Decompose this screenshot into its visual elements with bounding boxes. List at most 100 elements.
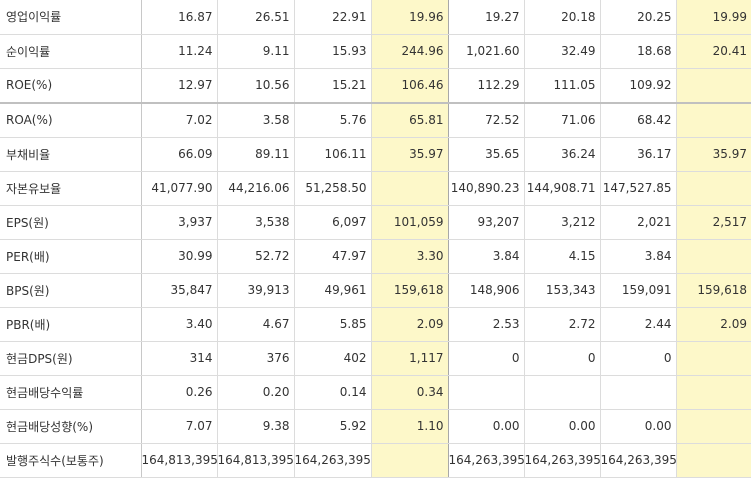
value-cell: 2,021: [600, 205, 677, 240]
value-cell: 20.18: [524, 0, 601, 35]
value-cell: 2.09: [371, 307, 449, 342]
value-cell: [676, 375, 751, 410]
value-cell: 3,212: [524, 205, 601, 240]
row-label: 부채비율: [0, 137, 142, 172]
value-cell: 109.92: [600, 68, 677, 103]
value-cell: 65.81: [371, 101, 449, 138]
value-cell: 47.97: [294, 239, 372, 274]
value-cell: [524, 375, 601, 410]
row-label: ROA(%): [0, 101, 142, 138]
value-cell: 39,913: [217, 273, 295, 308]
value-cell: 72.52: [448, 101, 525, 138]
value-cell: 66.09: [141, 137, 218, 172]
value-cell: 101,059: [371, 205, 449, 240]
value-cell: 148,906: [448, 273, 525, 308]
value-cell: [676, 171, 751, 206]
value-cell: [676, 68, 751, 103]
row-label: 영업이익률: [0, 0, 142, 35]
value-cell: 26.51: [217, 0, 295, 35]
value-cell: [371, 171, 449, 206]
value-cell: 9.11: [217, 34, 295, 69]
value-cell: 0.00: [600, 409, 677, 444]
value-cell: 4.67: [217, 307, 295, 342]
value-cell: 0: [600, 341, 677, 376]
row-label: ROE(%): [0, 68, 142, 103]
value-cell: 244.96: [371, 34, 449, 69]
value-cell: 7.02: [141, 101, 218, 138]
table-row: 발행주식수(보통주) 164,813,395 164,813,395 164,263,…: [0, 443, 751, 478]
table-row: 부채비율 66.09 89.11 106.11 35.97 35.65 36.24 36.17…: [0, 137, 751, 172]
table-row: 순이익률 11.24 9.11 15.93 244.96 1,021.60 32.49 18.…: [0, 34, 751, 69]
table-row: 현금배당성향(%) 7.07 9.38 5.92 1.10 0.00 0.00 0.00: [0, 409, 751, 444]
value-cell: [371, 443, 449, 478]
table-row: 자본유보율 41,077.90 44,216.06 51,258.50 140,890.…: [0, 171, 751, 206]
value-cell: 159,618: [676, 273, 751, 308]
value-cell: 5.85: [294, 307, 372, 342]
value-cell: 106.11: [294, 137, 372, 172]
value-cell: 147,527.85: [600, 171, 677, 206]
value-cell: 140,890.23: [448, 171, 525, 206]
value-cell: 20.25: [600, 0, 677, 35]
value-cell: 3,937: [141, 205, 218, 240]
value-cell: 159,091: [600, 273, 677, 308]
value-cell: 7.07: [141, 409, 218, 444]
value-cell: 35.97: [371, 137, 449, 172]
table-row: 영업이익률 16.87 26.51 22.91 19.96 19.27 20.18 20.25…: [0, 0, 751, 35]
value-cell: 41,077.90: [141, 171, 218, 206]
value-cell: 15.93: [294, 34, 372, 69]
value-cell: 3.84: [600, 239, 677, 274]
value-cell: 164,263,395: [600, 443, 677, 478]
value-cell: 11.24: [141, 34, 218, 69]
value-cell: 111.05: [524, 68, 601, 103]
value-cell: 0.20: [217, 375, 295, 410]
value-cell: 3,538: [217, 205, 295, 240]
table-row: 현금DPS(원) 314 376 402 1,117 0 0 0: [0, 341, 751, 376]
value-cell: 20.41: [676, 34, 751, 69]
value-cell: 1,117: [371, 341, 449, 376]
value-cell: 32.49: [524, 34, 601, 69]
value-cell: 0.00: [524, 409, 601, 444]
value-cell: 376: [217, 341, 295, 376]
value-cell: 19.99: [676, 0, 751, 35]
value-cell: 51,258.50: [294, 171, 372, 206]
value-cell: [676, 409, 751, 444]
value-cell: 2.72: [524, 307, 601, 342]
value-cell: 6,097: [294, 205, 372, 240]
value-cell: 159,618: [371, 273, 449, 308]
value-cell: 52.72: [217, 239, 295, 274]
value-cell: 9.38: [217, 409, 295, 444]
row-label: 자본유보율: [0, 171, 142, 206]
value-cell: 112.29: [448, 68, 525, 103]
table-row: EPS(원) 3,937 3,538 6,097 101,059 93,207 3,212 2…: [0, 205, 751, 240]
value-cell: [600, 375, 677, 410]
value-cell: 1.10: [371, 409, 449, 444]
value-cell: 15.21: [294, 68, 372, 103]
value-cell: 36.17: [600, 137, 677, 172]
row-label: 현금DPS(원): [0, 341, 142, 376]
table-row: PBR(배) 3.40 4.67 5.85 2.09 2.53 2.72 2.44 2.09: [0, 307, 751, 342]
table-row: BPS(원) 35,847 39,913 49,961 159,618 148,906 15…: [0, 273, 751, 308]
value-cell: 0: [524, 341, 601, 376]
value-cell: 10.56: [217, 68, 295, 103]
value-cell: 4.15: [524, 239, 601, 274]
value-cell: 19.27: [448, 0, 525, 35]
value-cell: [676, 101, 751, 138]
value-cell: 402: [294, 341, 372, 376]
value-cell: 36.24: [524, 137, 601, 172]
value-cell: 16.87: [141, 0, 218, 35]
value-cell: 2,517: [676, 205, 751, 240]
table-row: 현금배당수익률 0.26 0.20 0.14 0.34: [0, 375, 751, 410]
value-cell: 3.58: [217, 101, 295, 138]
value-cell: 30.99: [141, 239, 218, 274]
row-label: 발행주식수(보통주): [0, 443, 142, 478]
value-cell: 0: [448, 341, 525, 376]
value-cell: 2.53: [448, 307, 525, 342]
row-label: 현금배당성향(%): [0, 409, 142, 444]
row-label: PER(배): [0, 239, 142, 274]
value-cell: 35.97: [676, 137, 751, 172]
value-cell: 3.84: [448, 239, 525, 274]
value-cell: 68.42: [600, 101, 677, 138]
value-cell: 35.65: [448, 137, 525, 172]
